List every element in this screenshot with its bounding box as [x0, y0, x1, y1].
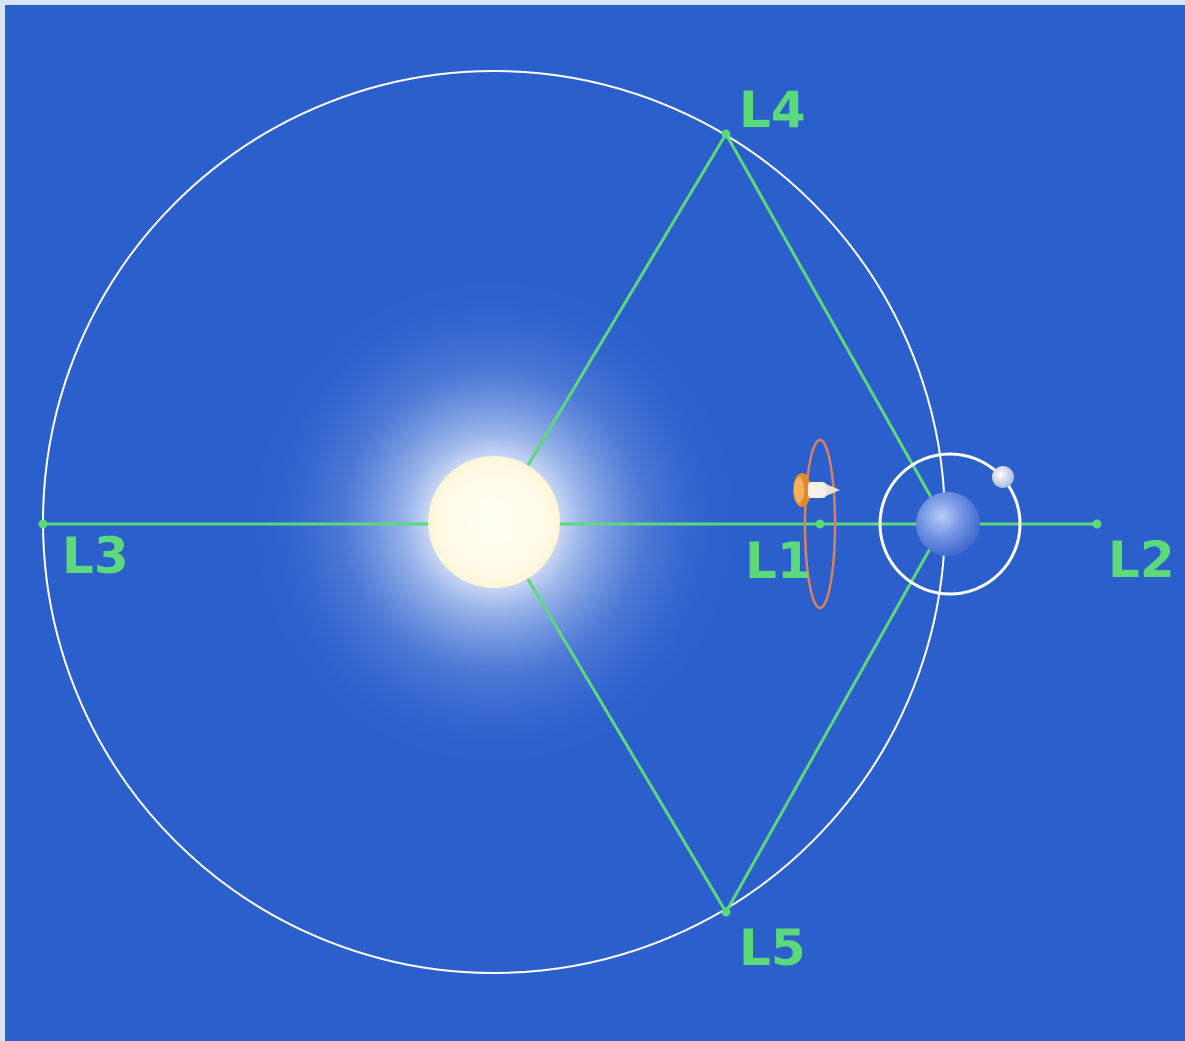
- earth-icon: [916, 492, 980, 556]
- l2-label: L2: [1108, 531, 1175, 589]
- l4-earth-line: [724, 133, 947, 523]
- l4-point-marker: [721, 129, 731, 139]
- l2-point-marker: [1092, 519, 1102, 529]
- l1-label: L1: [745, 532, 812, 590]
- l5-label: L5: [739, 919, 806, 977]
- moon-icon: [992, 466, 1014, 488]
- spacecraft-icon: [793, 473, 840, 507]
- sun-l4-line: [492, 133, 728, 523]
- halo-orbit: [803, 438, 837, 610]
- l1-point-marker: [815, 519, 825, 529]
- sun-icon: [428, 456, 560, 588]
- l3-label: L3: [62, 527, 129, 585]
- sun-l5-line: [492, 521, 728, 913]
- l5-earth-line: [724, 521, 947, 913]
- l5-point-marker: [721, 907, 731, 917]
- l3-point-marker: [38, 519, 48, 529]
- l4-label: L4: [739, 81, 806, 139]
- moon-orbit-circle: [878, 452, 1022, 596]
